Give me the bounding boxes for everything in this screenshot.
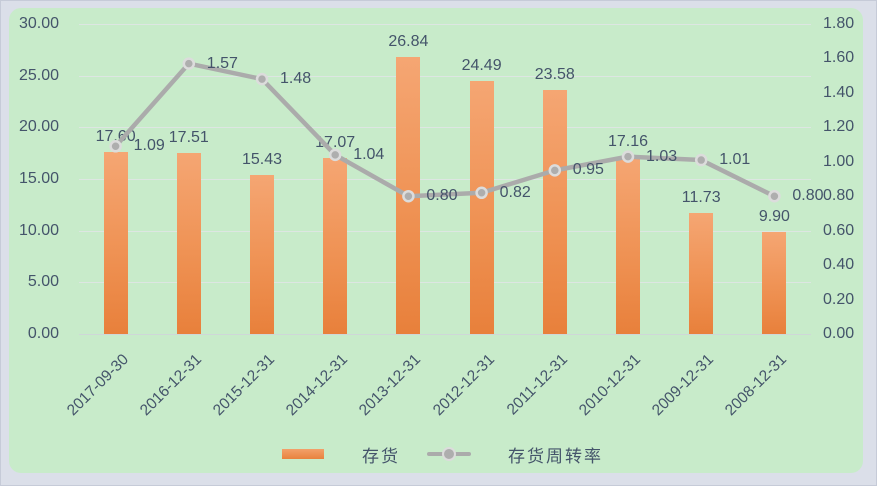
x-axis-line — [79, 334, 811, 335]
bar — [689, 212, 714, 334]
bar — [469, 80, 494, 334]
y-axis-tick-right: 0.60 — [823, 221, 855, 239]
y-axis-tick-right: 0.00 — [823, 325, 855, 342]
bar-value-label: 9.90 — [758, 207, 790, 225]
bar — [323, 157, 348, 334]
y-axis-tick-right: 1.00 — [823, 152, 855, 170]
bar — [542, 90, 567, 334]
legend-label-turnover: 存货周转率 — [508, 446, 603, 466]
line-series-swatch-icon — [427, 446, 471, 462]
line-marker-icon — [768, 189, 781, 203]
line-marker-icon — [475, 186, 488, 200]
y-axis-tick-right: 0.80 — [823, 187, 855, 205]
gridline — [79, 75, 811, 77]
y-axis-tick-right: 1.20 — [823, 118, 855, 136]
line-marker-icon — [109, 140, 122, 153]
gridline — [79, 230, 811, 232]
y-axis-tick-left: 15.00 — [18, 170, 59, 187]
y-axis-tick-left: 20.00 — [18, 118, 59, 136]
y-axis-tick-right: 0.40 — [823, 256, 855, 274]
y-axis-tick-left: 0.00 — [27, 325, 59, 342]
line-marker-icon — [548, 164, 562, 177]
line-value-label: 0.80 — [792, 187, 824, 205]
line-swatch-marker-icon — [442, 447, 456, 461]
gridline — [79, 282, 811, 284]
line-marker-icon — [182, 57, 196, 70]
chart-panel-background — [9, 8, 863, 473]
bar — [103, 152, 128, 334]
line-value-label: 1.09 — [133, 137, 165, 155]
legend-item-turnover: 存货周转率 — [427, 442, 603, 466]
y-axis-tick-left: 10.00 — [18, 221, 59, 239]
line-value-label: 1.03 — [646, 147, 678, 165]
legend: 存货 存货周转率 — [1, 441, 876, 469]
bar-value-label: 17.16 — [607, 132, 649, 150]
bar — [616, 156, 640, 334]
bar-value-label: 11.73 — [681, 188, 721, 206]
bar-value-label: 23.58 — [534, 66, 575, 84]
y-axis-tick-left: 30.00 — [18, 15, 59, 32]
line-marker-icon — [402, 189, 415, 203]
y-axis-tick-right: 1.60 — [823, 49, 855, 67]
bar-value-label: 26.84 — [388, 32, 429, 50]
line-value-label: 1.04 — [353, 145, 385, 163]
bar — [176, 153, 201, 334]
bar — [762, 231, 787, 334]
y-axis-tick-right: 0.20 — [823, 290, 855, 308]
y-axis-tick-right: 1.40 — [823, 83, 855, 101]
y-axis-tick-left: 25.00 — [18, 66, 59, 84]
y-axis-tick-right: 1.80 — [823, 15, 855, 32]
legend-item-inventory: 存货 — [282, 442, 400, 466]
line-value-label: 1.01 — [719, 151, 751, 169]
line-marker-icon — [694, 153, 708, 167]
gridline — [79, 127, 811, 129]
line-value-label: 1.57 — [206, 54, 238, 72]
gridline — [79, 24, 811, 25]
gridline — [79, 179, 811, 180]
line-value-label: 0.80 — [426, 187, 458, 205]
bar-value-label: 17.51 — [168, 129, 209, 147]
bar-value-label: 24.49 — [461, 56, 502, 74]
line-marker-icon — [621, 150, 635, 163]
bar — [250, 174, 274, 334]
line-series-stroke — [113, 61, 776, 199]
line-value-label: 1.48 — [280, 70, 312, 88]
bar-value-label: 15.43 — [241, 150, 283, 168]
line-value-label: 0.95 — [572, 161, 604, 179]
bar-series-swatch-icon — [282, 449, 324, 459]
line-marker-icon — [328, 148, 342, 162]
line-marker-icon — [255, 72, 269, 86]
line-value-label: 0.82 — [499, 183, 531, 201]
legend-label-inventory: 存货 — [362, 446, 400, 466]
y-axis-tick-left: 5.00 — [27, 273, 59, 291]
